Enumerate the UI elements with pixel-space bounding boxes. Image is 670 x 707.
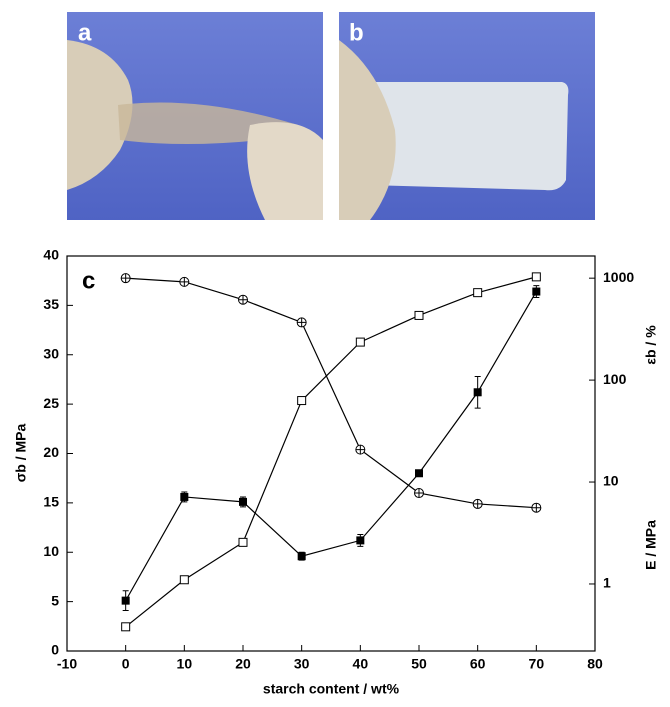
x-tick-label: 10	[177, 656, 193, 672]
y-tick-label: 35	[43, 296, 59, 312]
x-tick-label: 20	[235, 656, 251, 672]
marker	[356, 536, 364, 544]
x-tick-label: 60	[470, 656, 486, 672]
y-tick-label: 25	[43, 395, 59, 411]
marker	[298, 552, 306, 560]
x-tick-label: 40	[353, 656, 369, 672]
marker	[356, 338, 364, 346]
photo-a: a	[67, 12, 323, 220]
marker	[415, 311, 423, 319]
marker	[298, 397, 306, 405]
y-tick-label: 0	[51, 642, 59, 658]
marker	[180, 576, 188, 584]
y-tick-label: 20	[43, 444, 59, 460]
marker	[122, 623, 130, 631]
x-tick-label: -10	[57, 656, 77, 672]
y-axis-label: σb / MPa	[13, 423, 29, 482]
x-tick-label: 70	[529, 656, 545, 672]
x-tick-label: 80	[587, 656, 603, 672]
marker	[180, 493, 188, 501]
y2-tick-label: 1000	[603, 269, 634, 285]
y-tick-label: 15	[43, 494, 59, 510]
photo-label: b	[349, 19, 364, 46]
marker	[415, 469, 423, 477]
figure: a b c starch content / wt% σb / MPa εb /…	[0, 0, 670, 702]
x-tick-label: 30	[294, 656, 310, 672]
y2-tick-label: 10	[603, 473, 619, 489]
x-tick-label: 50	[411, 656, 427, 672]
y2-tick-label: 100	[603, 371, 627, 387]
y-tick-label: 30	[43, 345, 59, 361]
photo-label: a	[78, 19, 92, 46]
marker	[239, 538, 247, 546]
marker	[474, 289, 482, 297]
page: a b c starch content / wt% σb / MPa εb /…	[0, 0, 670, 707]
y-tick-label: 10	[43, 543, 59, 559]
y2-axis-label: E / MPa	[643, 520, 659, 570]
photo-b: b	[339, 12, 595, 220]
plot-frame	[67, 256, 595, 651]
series-line	[126, 292, 537, 601]
marker	[532, 273, 540, 281]
panel-label: c	[82, 267, 95, 294]
marker	[532, 288, 540, 296]
y-tick-label: 5	[51, 592, 59, 608]
marker	[239, 498, 247, 506]
marker	[122, 597, 130, 605]
y2-tick-label: 1	[603, 575, 611, 591]
y-tick-label: 40	[43, 247, 59, 263]
x-tick-label: 0	[122, 656, 130, 672]
marker	[474, 388, 482, 396]
x-axis-label: starch content / wt%	[263, 681, 400, 697]
series-line	[126, 277, 537, 627]
y2-axis-label: εb / %	[643, 325, 659, 365]
